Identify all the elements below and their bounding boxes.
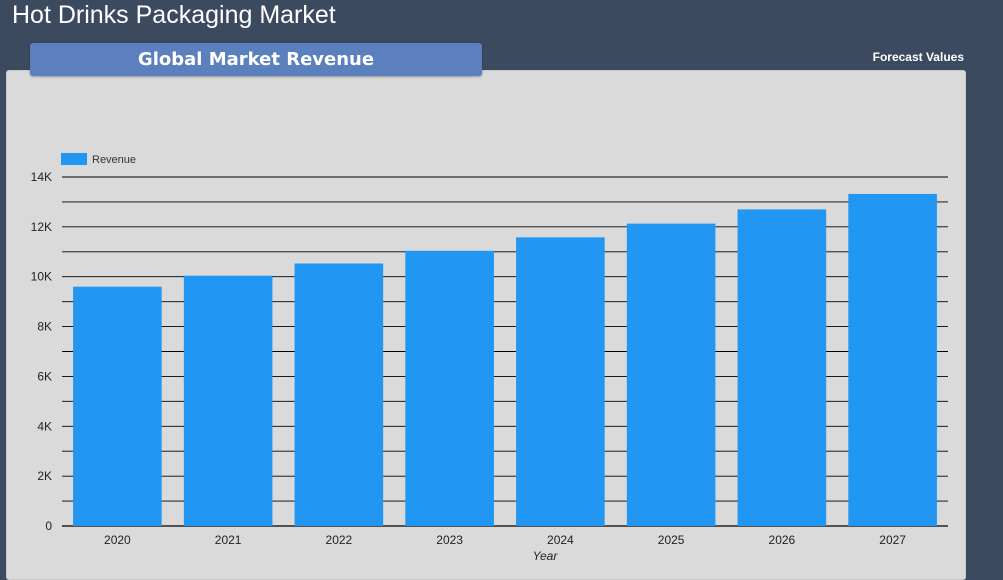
y-tick-label: 6K [37,369,52,383]
x-axis-title: Year [533,549,559,563]
y-tick-label: 12K [31,220,52,234]
section-tab-global-market-revenue[interactable]: Global Market Revenue [30,43,482,76]
x-tick-label: 2027 [879,533,906,547]
x-tick-label: 2021 [215,533,242,547]
bar-2020 [73,286,162,526]
legend-swatch [61,153,87,165]
bar-2022 [294,263,384,526]
y-tick-label: 0 [45,519,52,533]
bar-2027 [848,193,937,527]
x-tick-label: 2026 [769,533,796,547]
y-tick-label: 10K [31,270,52,284]
y-tick-label: 2K [37,469,52,483]
bar-2026 [737,209,827,526]
y-tick-label: 4K [37,419,52,433]
bar-2023 [405,250,494,526]
x-tick-label: 2022 [326,533,353,547]
x-tick-label: 2020 [104,533,131,547]
y-tick-label: 14K [31,170,52,184]
bar-2021 [183,275,273,526]
y-tick-label: 8K [37,320,52,334]
bar-2024 [516,237,605,526]
legend-label: Revenue [92,154,136,166]
revenue-bar-chart: 0 2K 4K 6K 8K 10K 12K 14K 2020 2021 2022 2023 2024 20… [31,153,948,563]
x-tick-label: 2025 [658,533,685,547]
x-tick-label: 2024 [547,533,574,547]
forecast-values-label[interactable]: Forecast Values [872,50,964,64]
page-title: Hot Drinks Packaging Market [12,1,336,29]
bar-2025 [626,223,716,526]
x-tick-label: 2023 [436,533,463,547]
